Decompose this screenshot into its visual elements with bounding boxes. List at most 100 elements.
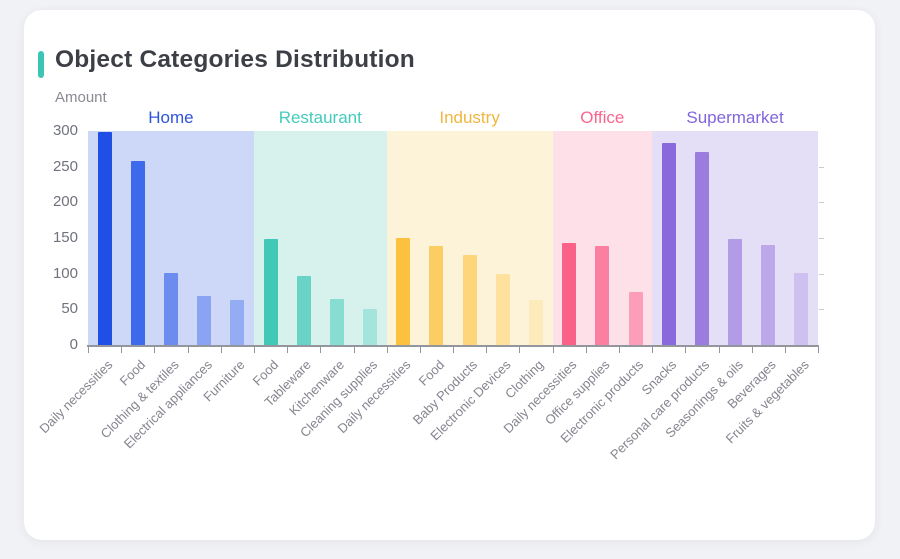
x-axis-ticks <box>88 347 820 353</box>
right-axis-tick <box>819 238 824 239</box>
y-tick-label-0: 0 <box>69 336 78 353</box>
bar-home-clothing-textiles[interactable] <box>163 272 178 345</box>
bar-slot <box>553 131 586 345</box>
x-tick <box>255 347 289 353</box>
group-label-industry: Industry <box>439 108 500 127</box>
bar-slot <box>387 131 420 345</box>
bar-supermarket-snacks[interactable] <box>661 143 676 345</box>
group-label-supermarket: Supermarket <box>686 108 784 127</box>
right-axis-tick <box>819 309 824 311</box>
bar-slot <box>287 131 320 345</box>
x-tick <box>454 347 488 353</box>
x-tick <box>554 347 587 353</box>
chart-title: Object Categories Distribution <box>55 46 415 73</box>
bar-slot <box>685 131 718 345</box>
band-home <box>88 131 254 345</box>
plot-area <box>88 131 824 345</box>
x-tick <box>487 347 521 353</box>
x-axis-labels: Daily necessities Food Clothing & textiles… <box>36 355 818 525</box>
bar-industry-daily-necessities[interactable] <box>396 238 411 345</box>
group-label-home: Home <box>148 108 194 127</box>
bar-slot <box>453 131 486 345</box>
x-tick <box>653 347 687 353</box>
right-axis-tick <box>819 202 824 204</box>
bar-industry-electronic-devices[interactable] <box>495 274 510 345</box>
bar-restaurant-kitchenware[interactable] <box>329 298 344 345</box>
bar-slot <box>88 131 121 345</box>
xlabel-slot: Furniture <box>201 355 254 525</box>
x-tick <box>753 347 786 353</box>
bar-slot <box>254 131 287 345</box>
bar-home-electrical-appliances[interactable] <box>197 295 212 345</box>
bar-slot <box>586 131 619 345</box>
group-labels-row: Home Restaurant Industry Office Supermarket <box>88 105 818 131</box>
bar-restaurant-tableware[interactable] <box>296 275 311 345</box>
y-tick-label-100: 100 <box>52 264 78 282</box>
x-tick <box>355 347 388 353</box>
x-tick <box>189 347 222 353</box>
bar-supermarket-beverages[interactable] <box>761 245 776 345</box>
y-axis-name: Amount <box>55 89 107 106</box>
x-tick <box>520 347 554 353</box>
xlabel-slot: Fruits & vegetables <box>723 355 818 525</box>
bar-slot <box>619 131 652 345</box>
bar-slot <box>154 131 187 345</box>
x-tick <box>89 347 123 353</box>
x-tick <box>720 347 753 353</box>
bar-slot <box>486 131 519 345</box>
bar-industry-baby-products[interactable] <box>462 255 477 345</box>
y-tick-label-250: 250 <box>52 157 78 175</box>
group-label-office: Office <box>580 108 625 127</box>
y-tick-label-150: 150 <box>52 229 78 246</box>
bar-slot <box>221 131 254 345</box>
bar-supermarket-fruits-vegetables[interactable] <box>794 272 809 345</box>
bar-slot <box>718 131 751 345</box>
chart-card: Object Categories Distribution Amount Ho… <box>24 10 875 540</box>
x-tick <box>786 347 820 353</box>
bar-industry-food[interactable] <box>429 245 444 345</box>
bar-slot <box>121 131 154 345</box>
bar-slot <box>188 131 221 345</box>
bar-office-electronic-products[interactable] <box>628 291 643 345</box>
bar-slot <box>519 131 552 345</box>
y-axis: 0 50 100 150 200 250 300 <box>24 122 78 353</box>
group-label-restaurant: Restaurant <box>278 108 362 127</box>
bar-slot <box>785 131 818 345</box>
bar-slot <box>652 131 685 345</box>
bar-home-furniture[interactable] <box>230 300 245 345</box>
x-tick <box>155 347 189 353</box>
band-restaurant <box>253 131 387 345</box>
bar-slot <box>320 131 353 345</box>
right-axis-tick <box>819 166 824 168</box>
right-axis-tick <box>819 273 824 275</box>
xlabel-slot: Daily necessities <box>335 355 420 525</box>
xlabel-slot: Daily necessities <box>36 355 121 525</box>
bar-office-daily-necessities[interactable] <box>562 243 577 345</box>
x-tick <box>222 347 255 353</box>
bar-industry-clothing[interactable] <box>528 300 543 345</box>
bar-slot <box>353 131 386 345</box>
y-tick-label-200: 200 <box>52 193 78 211</box>
x-tick <box>620 347 654 353</box>
x-tick <box>388 347 421 353</box>
x-tick <box>587 347 620 353</box>
band-industry <box>386 131 553 345</box>
bar-supermarket-seasonings-oils[interactable] <box>728 238 743 345</box>
bar-supermarket-personal-care-products[interactable] <box>694 151 709 345</box>
bar-office-office-supplies[interactable] <box>595 245 610 345</box>
x-axis-line <box>87 345 819 347</box>
bar-home-food[interactable] <box>130 160 145 345</box>
x-tick <box>321 347 355 353</box>
bar-slot <box>420 131 453 345</box>
y-tick-label-50: 50 <box>61 300 78 318</box>
x-tick <box>122 347 156 353</box>
band-office <box>552 131 653 345</box>
x-tick <box>288 347 322 353</box>
title-accent-bar <box>38 51 44 78</box>
bar-restaurant-food[interactable] <box>263 238 278 345</box>
band-supermarket <box>652 131 818 345</box>
y-tick-label-300: 300 <box>52 122 78 139</box>
x-tick <box>421 347 455 353</box>
bar-restaurant-cleaning-supplies[interactable] <box>363 308 378 345</box>
bar-home-daily-necessities[interactable] <box>97 132 112 345</box>
